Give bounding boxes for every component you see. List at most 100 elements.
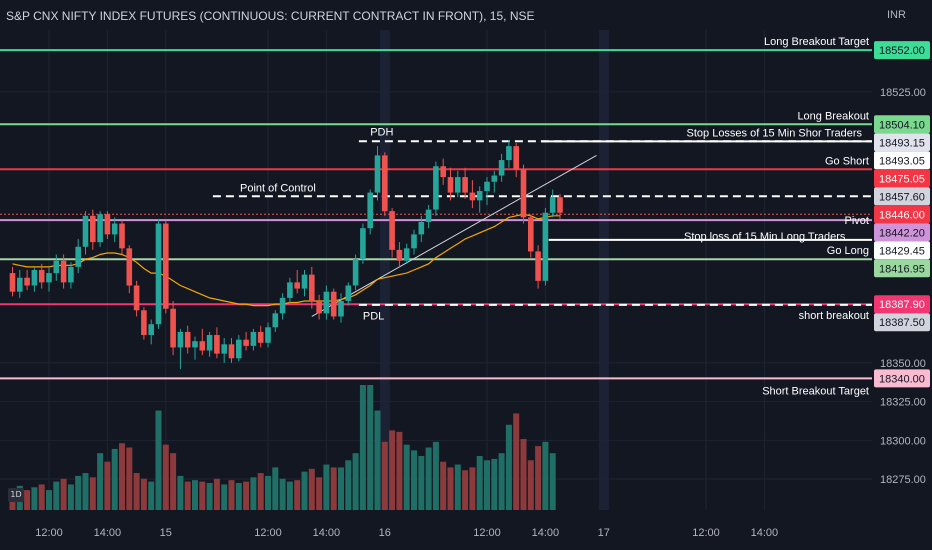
interval-badge[interactable]: 1D bbox=[8, 488, 24, 502]
volume-bar bbox=[411, 450, 417, 510]
time-axis[interactable]: 12:00 14:00 15 12:00 14:00 16 12:00 14:00 17 12:0… bbox=[35, 527, 778, 539]
volume-bar bbox=[162, 444, 169, 510]
candle bbox=[484, 177, 490, 205]
price-tick-label: 18300.00 bbox=[880, 435, 926, 447]
candle-body bbox=[163, 223, 169, 309]
volume-bar bbox=[359, 385, 366, 510]
volume-bar bbox=[308, 468, 315, 510]
candle bbox=[221, 338, 227, 363]
candle bbox=[38, 263, 45, 289]
volume-bar bbox=[520, 438, 527, 510]
candle bbox=[396, 242, 403, 267]
candle bbox=[425, 204, 432, 229]
volume-bar bbox=[279, 478, 286, 510]
trendline-group[interactable] bbox=[311, 154, 597, 317]
volume-bar bbox=[24, 490, 31, 510]
price-badge[interactable]: 18457.60 bbox=[874, 187, 930, 206]
candle bbox=[133, 280, 140, 317]
volume-bar bbox=[330, 467, 337, 510]
volume-bar bbox=[82, 473, 89, 510]
candle-body bbox=[170, 308, 176, 348]
candle bbox=[455, 170, 461, 198]
candle-body bbox=[287, 282, 293, 298]
candle bbox=[294, 270, 300, 294]
candle-body bbox=[53, 260, 60, 274]
level-label: short breakout bbox=[799, 310, 869, 322]
time-tick-label: 14:00 bbox=[751, 527, 779, 539]
volume-bar bbox=[235, 483, 242, 510]
candle-body bbox=[360, 228, 366, 260]
price-badge[interactable]: 18446.00 bbox=[874, 205, 930, 224]
candle-body bbox=[104, 214, 111, 235]
price-badge[interactable]: 18442.20 bbox=[874, 223, 930, 242]
time-tick-label: 14:00 bbox=[532, 527, 560, 539]
price-badge[interactable]: 18475.05 bbox=[874, 169, 930, 188]
volume-bar bbox=[316, 477, 323, 510]
price-badge[interactable]: 18493.15 bbox=[874, 133, 930, 152]
candle-body bbox=[535, 251, 541, 281]
volume-bar bbox=[505, 424, 512, 510]
candle bbox=[170, 300, 176, 356]
volume-bar bbox=[119, 443, 125, 510]
volume-bar bbox=[38, 484, 45, 510]
price-badge[interactable]: 18493.05 bbox=[874, 151, 930, 170]
candle bbox=[411, 229, 417, 255]
price-badge-background bbox=[874, 313, 930, 332]
price-badge-label: 18416.95 bbox=[879, 263, 925, 275]
candle-body bbox=[228, 344, 235, 359]
volume-bar bbox=[396, 431, 403, 510]
candle bbox=[199, 328, 206, 356]
candle bbox=[389, 208, 395, 258]
volume-bar bbox=[469, 467, 476, 510]
candle-body bbox=[199, 341, 206, 351]
volume-bar bbox=[111, 448, 118, 510]
volume-bar bbox=[53, 481, 60, 510]
price-badge-background bbox=[874, 187, 930, 206]
trendline[interactable] bbox=[311, 154, 597, 317]
price-badge[interactable]: 18429.45 bbox=[874, 241, 930, 260]
candle bbox=[75, 239, 81, 274]
volume-bar bbox=[148, 481, 155, 510]
price-axis[interactable]: 18525.00 18350.00 18325.00 18300.00 18275.00… bbox=[872, 0, 932, 550]
candle-body bbox=[374, 155, 381, 193]
price-badge-label: 18387.50 bbox=[879, 317, 925, 329]
level-label: Short Breakout Target bbox=[762, 385, 869, 397]
candle bbox=[418, 215, 425, 243]
candle-body bbox=[462, 177, 468, 193]
candle bbox=[148, 319, 154, 345]
candle bbox=[31, 266, 38, 292]
candle-body bbox=[425, 209, 432, 222]
price-badge[interactable]: 18387.90 bbox=[874, 295, 930, 314]
price-badge[interactable]: 18552.00 bbox=[874, 41, 930, 60]
time-tick-label: 12:00 bbox=[473, 527, 501, 539]
price-badge[interactable]: 18340.00 bbox=[874, 369, 930, 388]
candle bbox=[206, 331, 213, 357]
level-label: Pivot bbox=[845, 215, 869, 227]
volume-bar bbox=[527, 460, 534, 510]
price-badge-background bbox=[874, 259, 930, 278]
symbol-title[interactable]: S&P CNX NIFTY INDEX FUTURES (CONTINUOUS:… bbox=[6, 9, 535, 23]
candle-body bbox=[206, 335, 213, 351]
candle bbox=[104, 211, 111, 240]
price-badge[interactable]: 18504.10 bbox=[874, 115, 930, 134]
price-badge-background bbox=[874, 369, 930, 388]
candle bbox=[119, 220, 125, 255]
candle-body bbox=[177, 331, 184, 348]
price-badge-background bbox=[874, 241, 930, 260]
price-badge[interactable]: 18387.50 bbox=[874, 313, 930, 332]
candle-body bbox=[469, 192, 476, 201]
candle-body bbox=[498, 160, 505, 176]
candle-body bbox=[542, 212, 549, 281]
time-tick-label: 14:00 bbox=[313, 527, 341, 539]
price-badge-label: 18552.00 bbox=[879, 45, 925, 57]
candle-body bbox=[17, 277, 23, 292]
candle-body bbox=[31, 270, 38, 286]
moving-average-line bbox=[12, 213, 560, 307]
candle bbox=[214, 327, 220, 359]
volume-bar bbox=[170, 453, 177, 510]
candle-body bbox=[126, 248, 133, 286]
price-badge[interactable]: 18416.95 bbox=[874, 259, 930, 278]
volume-bar bbox=[192, 480, 198, 510]
